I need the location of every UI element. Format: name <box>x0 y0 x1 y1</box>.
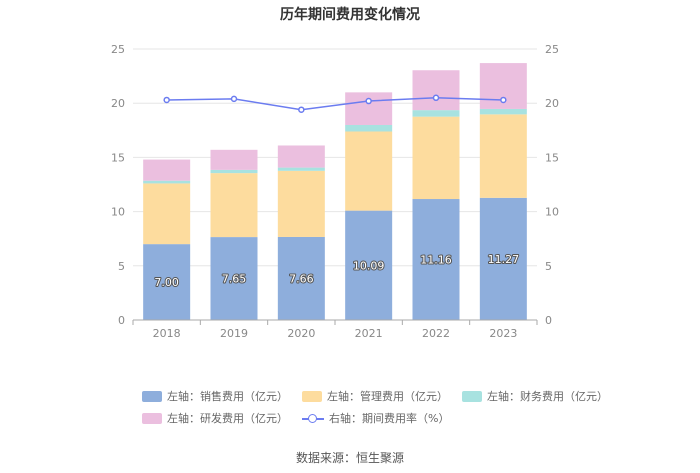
bar-segment-1 <box>412 116 460 200</box>
legend-item-rnd[interactable]: 左轴：研发费用（亿元） <box>142 410 288 426</box>
bar-segment-3 <box>277 145 325 168</box>
rate-line <box>163 94 507 113</box>
x-tick-label: 2021 <box>355 327 383 340</box>
legend-swatch-rnd <box>142 412 162 424</box>
data-source: 数据来源：恒生聚源 <box>295 451 404 465</box>
bar-segment-3 <box>345 92 393 125</box>
bar-segment-2 <box>210 169 258 174</box>
legend-swatch-sales <box>142 390 162 402</box>
bar-value-label: 7.65 <box>222 273 247 286</box>
y-right-tick-label: 20 <box>545 97 559 110</box>
bar-segment-1 <box>277 170 325 237</box>
bar-segment-1 <box>143 183 191 245</box>
bar-value-label: 7.00 <box>154 276 179 289</box>
bar-segment-1 <box>210 173 258 238</box>
y-left-tick-label: 0 <box>118 314 125 327</box>
rate-point <box>365 97 372 105</box>
grid-lines <box>133 48 537 267</box>
bar-segment-2 <box>277 167 325 171</box>
bar-segment-2 <box>143 180 191 184</box>
legend-item-finance[interactable]: 左轴：财务费用（亿元） <box>462 388 608 404</box>
legend-label-rnd: 左轴：研发费用（亿元） <box>167 412 288 425</box>
bar-segment-0 <box>210 237 258 320</box>
y-left-tick-label: 25 <box>111 43 125 56</box>
rate-point <box>163 96 170 104</box>
bar-segment-0 <box>345 210 393 320</box>
bar-value-label: 10.09 <box>353 259 385 272</box>
data-labels: 7.00 7.65 7.66 10.09 11.16 11.27 <box>153 252 520 290</box>
rate-line-path <box>166 97 504 111</box>
legend-label-admin: 左轴：管理费用（亿元） <box>327 390 448 403</box>
bar-segment-2 <box>412 110 460 117</box>
y-right-tick-label: 15 <box>545 151 559 164</box>
y-right-tick-label: 25 <box>545 43 559 56</box>
rate-point <box>500 96 507 104</box>
bar-segment-3 <box>412 70 460 111</box>
y-right-tick-label: 10 <box>545 206 559 219</box>
x-tick-label: 2018 <box>153 327 181 340</box>
y-right-tick-label: 5 <box>545 260 552 273</box>
bar-segment-1 <box>345 131 393 211</box>
y-left-tick-label: 15 <box>111 151 125 164</box>
rate-point <box>298 106 305 113</box>
legend-item-sales[interactable]: 左轴：销售费用（亿元） <box>142 388 288 404</box>
legend-label-rate: 右轴：期间费用率（%） <box>329 412 450 425</box>
legend-item-rate[interactable]: 右轴：期间费用率（%） <box>302 410 449 426</box>
x-tick-label: 2019 <box>220 327 248 340</box>
bar-value-label: 11.27 <box>488 253 520 266</box>
legend-swatch-rate <box>302 413 324 424</box>
y-right-tick-label: 0 <box>545 314 552 327</box>
bar-segment-1 <box>479 114 527 198</box>
bars <box>143 63 527 320</box>
axes: 0 5 10 15 20 25 0 5 10 15 20 25 2018 2019 2020 2021 2022… <box>111 43 559 340</box>
bar-value-label: 7.66 <box>289 272 314 285</box>
rate-point <box>230 95 238 103</box>
bar-segment-2 <box>345 124 393 132</box>
legend-label-sales: 左轴：销售费用（亿元） <box>167 390 288 403</box>
bar-segment-3 <box>210 149 258 170</box>
legend-label-finance: 左轴：财务费用（亿元） <box>487 390 608 403</box>
legend-swatch-finance <box>462 390 482 402</box>
bar-value-label: 11.16 <box>420 254 452 267</box>
legend-swatch-admin <box>302 390 322 402</box>
x-tick-label: 2022 <box>422 327 450 340</box>
rate-point <box>432 94 440 102</box>
y-left-tick-label: 10 <box>111 206 125 219</box>
bar-segment-3 <box>143 159 191 181</box>
legend-item-admin[interactable]: 左轴：管理费用（亿元） <box>302 388 448 404</box>
legend-row-2: 左轴：研发费用（亿元） 右轴：期间费用率（%） <box>142 410 463 426</box>
bar-segment-0 <box>277 236 325 320</box>
chart-title: 历年期间费用变化情况 <box>280 7 420 23</box>
bar-segment-0 <box>412 199 460 320</box>
y-left-tick-label: 20 <box>111 97 125 110</box>
x-tick-label: 2023 <box>489 327 517 340</box>
x-tick-label: 2020 <box>287 327 315 340</box>
bar-segment-0 <box>143 244 191 320</box>
bar-segment-0 <box>479 197 527 320</box>
bar-segment-2 <box>479 108 527 115</box>
legend-row-1: 左轴：销售费用（亿元） 左轴：管理费用（亿元） 左轴：财务费用（亿元） <box>142 388 622 404</box>
y-left-tick-label: 5 <box>118 260 125 273</box>
